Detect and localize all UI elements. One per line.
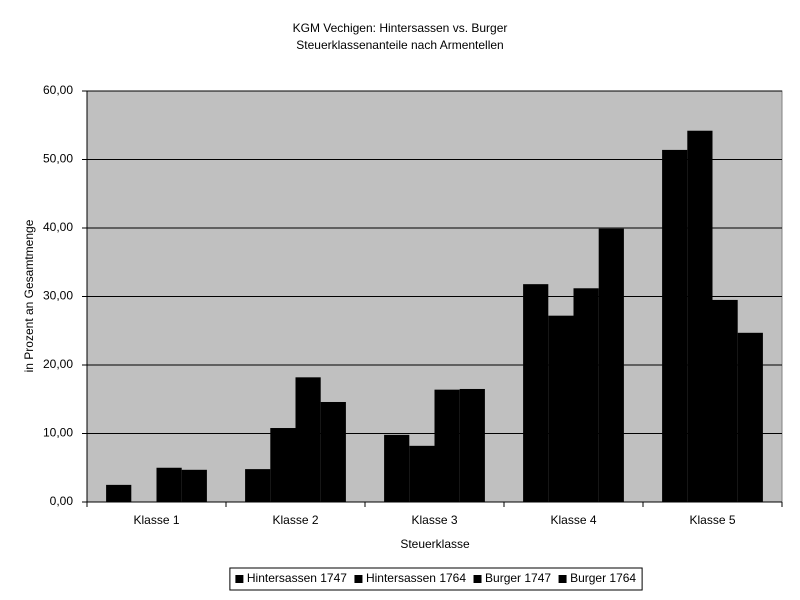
bar <box>320 401 346 502</box>
bar <box>548 315 574 502</box>
y-tick-label: 30,00 <box>43 289 73 303</box>
bar <box>384 434 410 502</box>
bar <box>598 228 624 502</box>
legend-marker <box>235 575 244 583</box>
bar <box>712 299 738 502</box>
x-axis-label: Steuerklasse <box>400 537 470 551</box>
bar <box>459 388 485 502</box>
y-axis-label: in Prozent an Gesamtmenge <box>22 219 36 372</box>
x-tick-label: Klasse 5 <box>689 513 735 527</box>
bar <box>245 469 271 502</box>
y-tick-label: 50,00 <box>43 152 73 166</box>
bar <box>737 332 763 502</box>
y-tick-label: 10,00 <box>43 426 73 440</box>
x-tick-label: Klasse 2 <box>272 513 318 527</box>
legend-box <box>229 567 643 591</box>
bar <box>523 284 549 502</box>
chart-subtitle: Steuerklassenanteile nach Armentellen <box>296 38 503 52</box>
bar <box>295 377 321 502</box>
x-tick-label: Klasse 3 <box>411 513 457 527</box>
bar <box>662 149 688 502</box>
legend-marker <box>354 575 363 583</box>
bar <box>573 288 599 502</box>
legend-label: Burger 1764 <box>570 571 636 585</box>
y-tick-label: 20,00 <box>43 357 73 371</box>
y-tick-label: 40,00 <box>43 220 73 234</box>
legend-marker <box>558 575 567 583</box>
bar <box>434 389 460 502</box>
legend-marker <box>473 575 482 583</box>
legend-label: Burger 1747 <box>485 571 551 585</box>
bar <box>181 469 207 502</box>
bar <box>156 467 182 502</box>
bar <box>409 445 435 502</box>
legend: Hintersassen 1747 Hintersassen 1764 Burger… <box>229 567 643 591</box>
y-tick-label: 60,00 <box>43 83 73 97</box>
x-tick-label: Klasse 1 <box>133 513 179 527</box>
legend-label: Hintersassen 1764 <box>366 571 466 585</box>
legend-label: Hintersassen 1747 <box>247 571 347 585</box>
bar <box>106 484 132 502</box>
y-tick-label: 0,00 <box>50 494 74 508</box>
chart-title: KGM Vechigen: Hintersassen vs. Burger <box>293 21 508 35</box>
bar <box>687 130 713 503</box>
x-tick-label: Klasse 4 <box>550 513 596 527</box>
bar <box>270 428 296 502</box>
